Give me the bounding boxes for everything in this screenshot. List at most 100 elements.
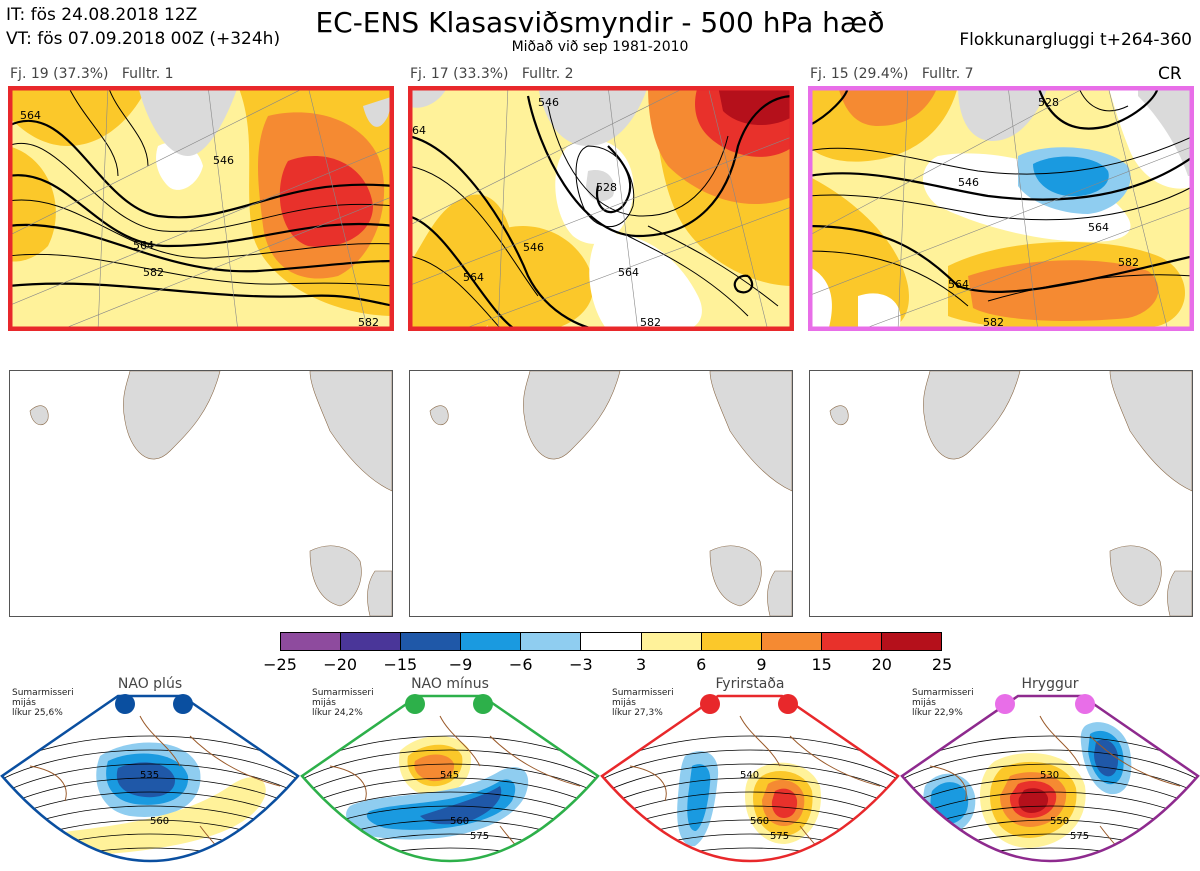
page-subtitle: Miðað við sep 1981-2010 xyxy=(511,39,689,55)
anomaly-shading xyxy=(414,754,455,782)
regime-info: Sumarmisseri mijás líkur 25,6% xyxy=(12,688,74,718)
panel2-freq: Fj. 17 (33.3%) xyxy=(410,66,509,82)
colorbar-tick-label: 15 xyxy=(811,655,832,674)
panel2-label: Fj. 17 (33.3%) Fulltr. 2 xyxy=(410,66,574,82)
panel3-frame xyxy=(808,86,1194,331)
colorbar-tick-label: −3 xyxy=(569,655,593,674)
anomaly-shading xyxy=(116,762,176,798)
regime-info: Sumarmisseri mijás líkur 27,3% xyxy=(612,688,674,718)
regime-contour-label: 560 xyxy=(750,816,769,827)
colorbar-tick-label: 25 xyxy=(931,655,953,674)
regime-info: Sumarmisseri mijás líkur 24,2% xyxy=(312,688,374,718)
coastline xyxy=(929,715,1181,861)
regime-contour-label: 550 xyxy=(1050,816,1069,827)
regime-title: NAO mínus xyxy=(411,676,489,692)
regime-info-line: mijás xyxy=(312,698,336,708)
p1-contour-label: 582 xyxy=(143,266,164,279)
colorbar-tick-label: −25 xyxy=(263,655,297,674)
regime-marker-dot xyxy=(115,694,135,714)
regime-info-line: mijás xyxy=(12,698,36,708)
regime-panel: 540 560 575 Fyrirstaða Sumarmisseri mijás líku… xyxy=(600,676,900,871)
anomaly-shading xyxy=(39,777,266,857)
regime-marker-dot xyxy=(473,694,493,714)
empty-map-2 xyxy=(409,370,793,617)
regime-contour-label: 575 xyxy=(1070,831,1089,842)
regime-map: 535 560 xyxy=(0,694,300,863)
regime-marker-dot xyxy=(173,694,193,714)
colorbar xyxy=(280,632,942,651)
colorbar-swatch xyxy=(881,633,942,650)
height-contour xyxy=(302,847,598,861)
regime-contour-label: 540 xyxy=(740,770,759,781)
header-info: IT: fös 24.08.2018 12Z VT: fös 07.09.201… xyxy=(6,3,280,51)
regime-marker-dot xyxy=(405,694,425,714)
panel3-label: Fj. 15 (29.4%) Fulltr. 7 xyxy=(810,66,974,82)
regime-contour-label: 530 xyxy=(1040,770,1059,781)
colorbar-swatch xyxy=(461,633,522,650)
height-contour xyxy=(602,847,898,861)
regime-frame xyxy=(0,694,300,863)
regime-contour-label: 560 xyxy=(450,816,469,827)
regime-frame xyxy=(600,694,900,863)
colorbar-swatch xyxy=(521,633,582,650)
height-contour xyxy=(302,777,598,809)
colorbar-tick-label: 6 xyxy=(696,655,707,674)
p3-contour-label: 546 xyxy=(958,176,979,189)
colorbar-swatch xyxy=(341,633,402,650)
colorbar-tick-label: 9 xyxy=(756,655,767,674)
height-contour xyxy=(602,763,898,795)
regime-info: Sumarmisseri mijás líkur 22,9% xyxy=(912,688,974,718)
panel3-rep: Fulltr. 7 xyxy=(921,66,974,82)
colorbar-swatch xyxy=(401,633,462,650)
empty-map-1 xyxy=(9,370,393,617)
p1-contour-label: 564 xyxy=(20,109,41,122)
p2-contour-label: 546 xyxy=(523,241,544,254)
p2-contour-label: 546 xyxy=(538,96,559,109)
anomaly-map-3: 546 528 564 582 564 582 xyxy=(808,86,1194,331)
coastline xyxy=(29,715,281,861)
p3-contour-label: 582 xyxy=(1118,256,1139,269)
regime-marker-dot xyxy=(1075,694,1095,714)
p3-contour-label: 582 xyxy=(983,316,1004,329)
panel1-rep: Fulltr. 1 xyxy=(121,66,174,82)
regime-info-line: Sumarmisseri xyxy=(12,688,74,698)
height-contour xyxy=(602,777,898,809)
height-contour xyxy=(2,777,298,809)
regime-info-line: mijás xyxy=(912,698,936,708)
height-contour xyxy=(902,777,1198,809)
colorbar-swatch xyxy=(761,633,822,650)
panel2-frame xyxy=(408,86,794,331)
colorbar-tick-label: −6 xyxy=(508,655,533,674)
coastline xyxy=(629,715,881,861)
regime-info-line: Sumarmisseri xyxy=(912,688,974,698)
colorbar-tick-label: 20 xyxy=(871,655,892,674)
colorbar-tick-label: −9 xyxy=(448,655,473,674)
anomaly-shading xyxy=(687,764,711,831)
regime-frame xyxy=(300,694,600,863)
panel1-freq: Fj. 19 (37.3%) xyxy=(10,66,109,82)
panel2-rep: Fulltr. 2 xyxy=(521,66,574,82)
panel3-freq: Fj. 15 (29.4%) xyxy=(810,66,909,82)
regime-info-line: Sumarmisseri xyxy=(312,688,374,698)
anomaly-shading xyxy=(1010,863,1040,871)
regime-info-line: líkur 25,6% xyxy=(12,708,63,718)
regime-marker-dot xyxy=(995,694,1015,714)
regime-title: Fyrirstaða xyxy=(715,676,785,692)
regime-panel: 530 550 575 Hryggur Sumarmisseri mijás líkur 2… xyxy=(900,676,1200,871)
coastline xyxy=(329,715,581,861)
p3-contour-label: 564 xyxy=(1088,221,1109,234)
regime-info-line: líkur 24,2% xyxy=(312,708,363,718)
colorbar-tick-label: 3 xyxy=(635,655,647,674)
regime-contour-label: 575 xyxy=(470,831,489,842)
regime-info-line: Sumarmisseri xyxy=(612,688,674,698)
cr-tag: CR xyxy=(1158,64,1182,84)
anomaly-shading xyxy=(771,788,798,818)
p1-contour-label: 582 xyxy=(358,316,379,329)
p2-contour-label: 564 xyxy=(463,271,484,284)
colorbar-swatch xyxy=(701,633,762,650)
regime-info-line: líkur 22,9% xyxy=(912,708,963,718)
page-title: EC-ENS Klasasviðsmyndir - 500 hPa hæð xyxy=(315,6,885,39)
